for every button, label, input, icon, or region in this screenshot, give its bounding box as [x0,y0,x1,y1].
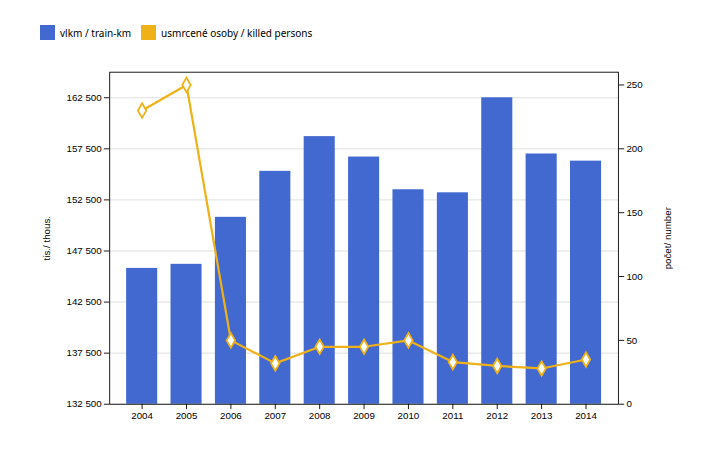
svg-text:2009: 2009 [353,410,375,421]
svg-text:152 500: 152 500 [66,194,102,205]
svg-text:137 500: 137 500 [66,347,102,358]
svg-text:2005: 2005 [176,410,198,421]
svg-text:2010: 2010 [398,410,420,421]
svg-text:2014: 2014 [575,410,597,421]
svg-text:tis./ thous.: tis./ thous. [41,216,52,260]
svg-text:2013: 2013 [531,410,553,421]
svg-text:142 500: 142 500 [66,296,102,307]
svg-text:200: 200 [626,143,643,154]
svg-text:250: 250 [626,79,643,90]
svg-text:162 500: 162 500 [66,92,102,103]
svg-text:100: 100 [626,271,643,282]
svg-text:2004: 2004 [131,410,153,421]
html-text:vlkm / train-km: vlkm / train-km [60,25,132,40]
svg-text:132 500: 132 500 [66,398,102,409]
svg-text:2008: 2008 [309,410,331,421]
svg-text:počet/ number: počet/ number [662,206,673,269]
svg-text:2007: 2007 [264,410,286,421]
svg-text:0: 0 [626,398,632,409]
svg-text:147 500: 147 500 [66,245,102,256]
svg-text:2011: 2011 [442,410,463,421]
svg-text:150: 150 [626,207,643,218]
svg-text:50: 50 [626,335,637,346]
svg-text:2006: 2006 [220,410,242,421]
svg-text:2012: 2012 [486,410,508,421]
html-text:usmrcené osoby / killed person: usmrcené osoby / killed persons [161,25,313,40]
svg-text:157 500: 157 500 [66,143,102,154]
